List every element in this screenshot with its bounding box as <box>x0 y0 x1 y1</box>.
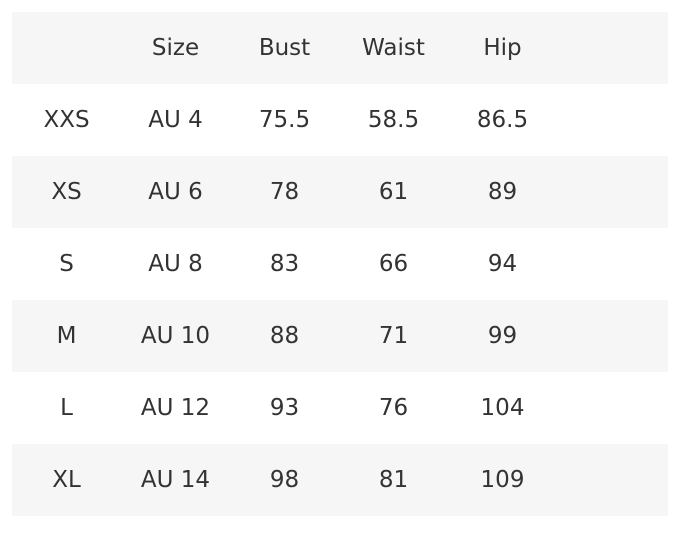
cell-empty <box>557 372 668 444</box>
cell-hip: 99 <box>448 300 557 372</box>
cell-hip: 94 <box>487 251 518 277</box>
cell-hip: 89 <box>448 156 557 228</box>
cell-bust: 88 <box>230 300 339 372</box>
cell-au-size: AU 12 <box>140 395 211 421</box>
header-cell-empty <box>557 12 668 84</box>
cell-waist: 58.5 <box>367 107 420 133</box>
header-row: Size Bust Waist Hip <box>12 12 668 84</box>
cell-bust: 78 <box>230 156 339 228</box>
cell-size-label: M <box>12 300 121 372</box>
header-cell-size: Size <box>121 12 230 84</box>
cell-bust: 75.5 <box>258 107 311 133</box>
cell-au-size: AU 4 <box>148 107 203 133</box>
table-row: L AU 12 93 76 104 <box>12 372 668 444</box>
cell-waist: 81 <box>339 444 448 516</box>
cell-empty <box>557 156 668 228</box>
cell-au-size: AU 10 <box>121 300 230 372</box>
cell-size-label: S <box>59 251 74 277</box>
table-row: XS AU 6 78 61 89 <box>12 156 668 228</box>
cell-size-label: XL <box>12 444 121 516</box>
cell-waist: 71 <box>339 300 448 372</box>
cell-au-size: AU 8 <box>148 251 203 277</box>
header-cell-waist: Waist <box>339 12 448 84</box>
cell-waist: 66 <box>378 251 409 277</box>
cell-empty <box>557 228 668 300</box>
table-row: M AU 10 88 71 99 <box>12 300 668 372</box>
size-chart-table: Size Bust Waist Hip XXS AU 4 75.5 58.5 86.5 X… <box>12 12 668 516</box>
cell-waist: 76 <box>378 395 409 421</box>
cell-au-size: AU 6 <box>121 156 230 228</box>
table-row: S AU 8 83 66 94 <box>12 228 668 300</box>
cell-waist: 61 <box>339 156 448 228</box>
cell-hip: 104 <box>480 395 525 421</box>
cell-size-label: L <box>60 395 73 421</box>
header-cell-bust: Bust <box>230 12 339 84</box>
table-row: XXS AU 4 75.5 58.5 86.5 <box>12 84 668 156</box>
cell-size-label: XXS <box>43 107 90 133</box>
table-row: XL AU 14 98 81 109 <box>12 444 668 516</box>
cell-empty <box>557 300 668 372</box>
cell-empty <box>557 444 668 516</box>
cell-bust: 93 <box>269 395 300 421</box>
cell-empty <box>557 84 668 156</box>
cell-au-size: AU 14 <box>121 444 230 516</box>
header-cell-label <box>12 12 121 84</box>
cell-size-label: XS <box>12 156 121 228</box>
cell-hip: 109 <box>448 444 557 516</box>
cell-bust: 98 <box>230 444 339 516</box>
cell-bust: 83 <box>269 251 300 277</box>
cell-hip: 86.5 <box>476 107 529 133</box>
header-cell-hip: Hip <box>448 12 557 84</box>
